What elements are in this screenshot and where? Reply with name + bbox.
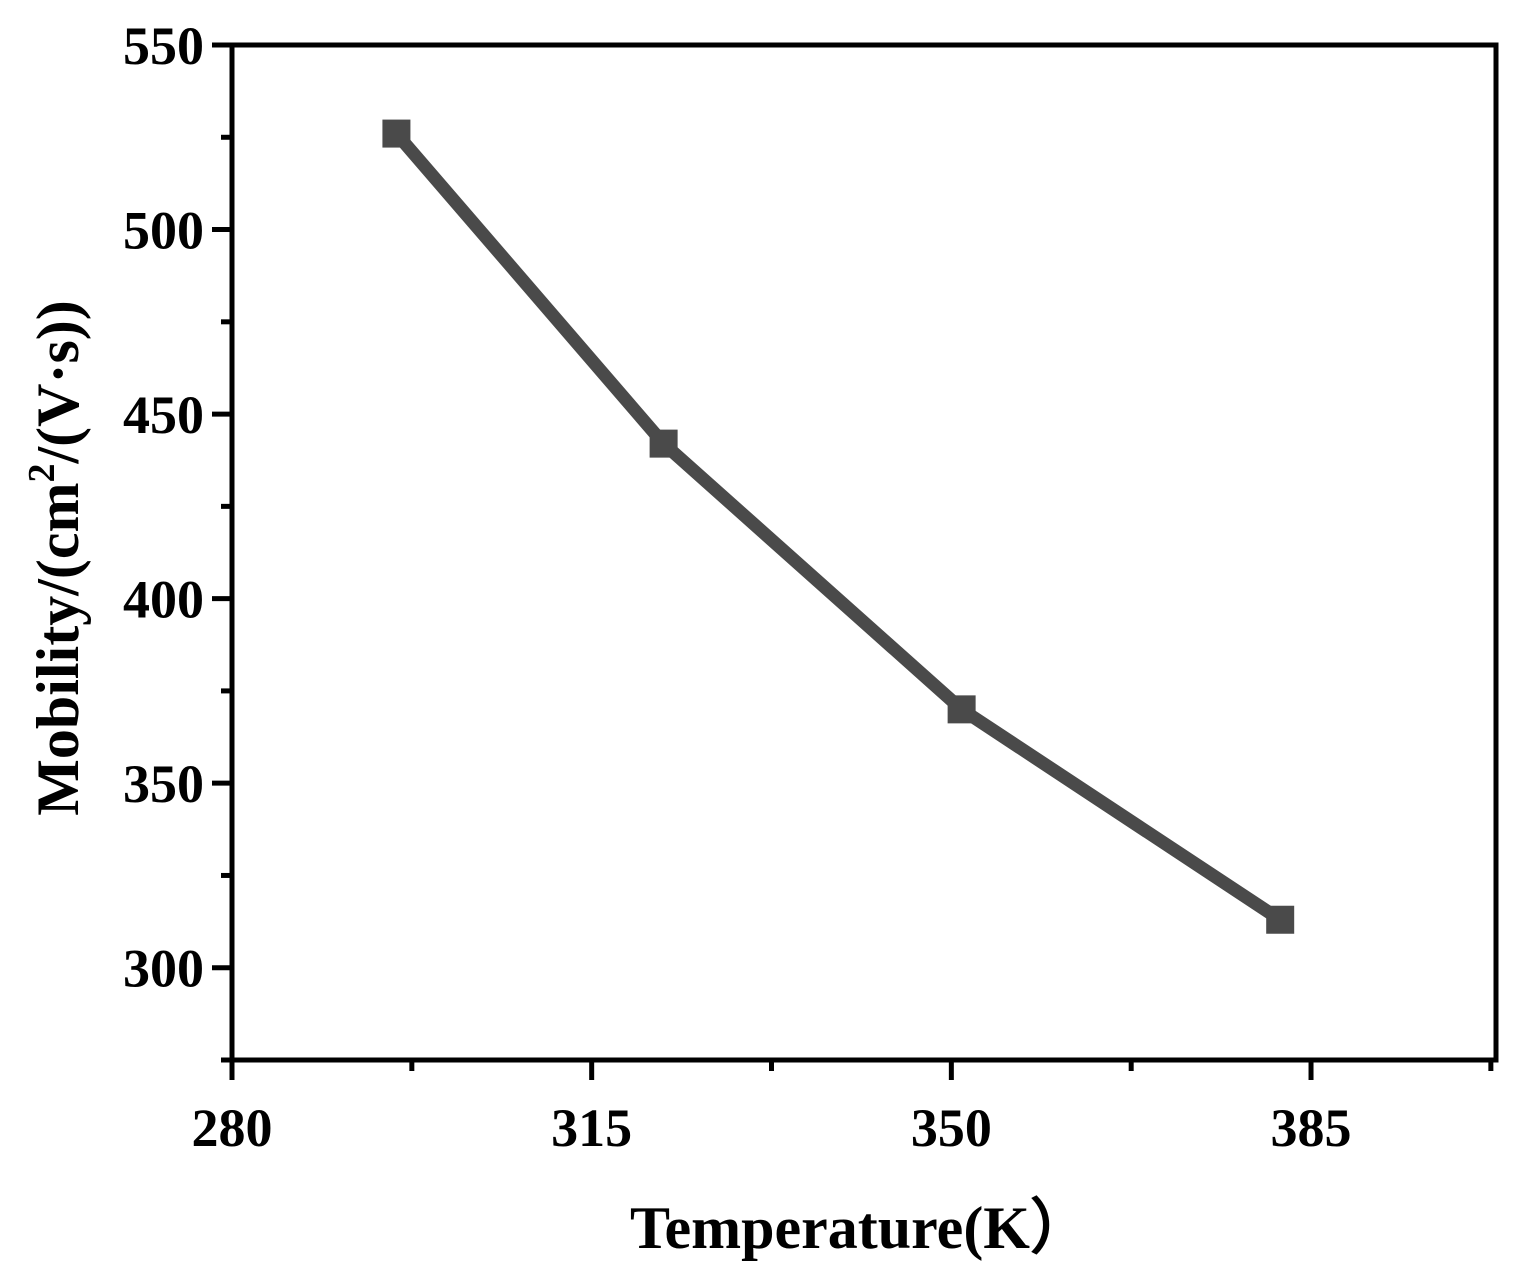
x-tick-label: 385	[1271, 1098, 1352, 1158]
series-line	[391, 129, 1284, 926]
y-tick-label: 500	[123, 201, 204, 261]
y-major-ticks	[212, 42, 232, 971]
y-tick-label: 550	[123, 16, 204, 76]
x-tick-labels: 280 315 350 385	[192, 1098, 1352, 1158]
data-point-marker	[1266, 905, 1295, 934]
y-tick-label: 300	[123, 939, 204, 999]
y-axis-title-main: Mobility/(cm	[25, 483, 91, 816]
y-axis-title-superscript: 2	[21, 464, 63, 483]
y-tick-label: 450	[123, 385, 204, 445]
series-markers	[382, 119, 1295, 934]
data-point-marker	[947, 695, 976, 724]
x-tick-label: 350	[911, 1098, 992, 1158]
data-point-marker	[382, 119, 411, 148]
y-tick-label: 400	[123, 570, 204, 630]
x-major-ticks	[229, 1060, 1314, 1080]
x-tick-label: 315	[551, 1098, 632, 1158]
y-tick-labels: 300 350 400 450 500 550	[123, 16, 204, 999]
y-axis-title-tail: /(V·s))	[25, 300, 91, 464]
x-axis-title: Temperature(K）	[630, 1194, 1090, 1261]
plot-frame	[229, 42, 1499, 1063]
y-tick-label: 350	[123, 754, 204, 814]
x-tick-label: 280	[192, 1098, 273, 1158]
y-axis-title: Mobility/(cm2/(V·s))	[21, 300, 91, 816]
data-point-marker	[649, 429, 678, 458]
